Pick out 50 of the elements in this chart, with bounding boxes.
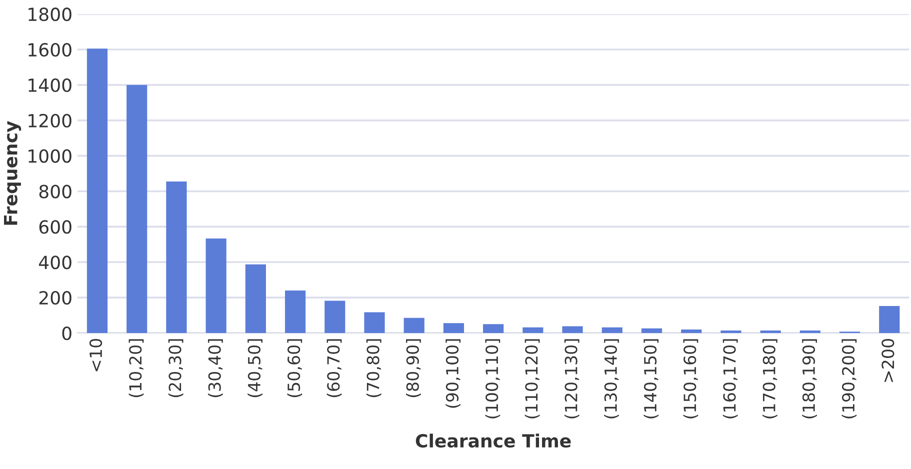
bar [245, 264, 266, 333]
x-tick-label: (90,100] [446, 339, 460, 408]
y-tick-label: 600 [39, 220, 72, 234]
bar [879, 306, 900, 333]
y-tick-label: 400 [38, 256, 72, 270]
x-tick-label: (70,80] [366, 339, 382, 398]
x-tick-label: (40,50] [248, 339, 262, 398]
x-tick-label: (130,140] [604, 339, 619, 418]
x-tick-label: (60,70] [326, 339, 342, 398]
x-tick-label: (170,180] [762, 339, 778, 418]
bar [641, 328, 662, 333]
x-tick-label: (10,20] [128, 339, 144, 398]
x-tick-label: (180,190] [802, 339, 817, 418]
y-tick-label: 1400 [28, 78, 72, 92]
x-tick-label: (160,170] [722, 339, 738, 418]
x-tick-label: (50,60] [287, 339, 302, 398]
bar [404, 318, 424, 333]
bar [443, 323, 464, 333]
x-tick-label: (140,150] [644, 339, 659, 418]
bar [483, 324, 504, 333]
bar [602, 327, 622, 333]
bar [126, 84, 148, 333]
x-tick-label: (80,90] [406, 339, 421, 398]
x-tick-label: (20,30] [168, 339, 184, 398]
x-tick-label: (150,160] [683, 339, 698, 418]
bar [206, 238, 226, 333]
x-tick-label: (120,130] [564, 339, 580, 418]
y-tick-label: 1600 [28, 42, 72, 57]
x-tick-label: <10 [89, 338, 102, 372]
y-tick-label: 1000 [28, 149, 72, 163]
y-tick-label: 800 [39, 184, 72, 198]
x-tick-label: (100,110] [485, 339, 500, 418]
y-tick-label: 1800 [28, 8, 72, 22]
x-axis-title: Clearance Time [416, 434, 571, 448]
x-tick-label: (110,120] [524, 339, 540, 418]
y-tick-label: 0 [62, 326, 72, 340]
y-tick-label: 200 [39, 291, 72, 305]
bar [166, 182, 187, 333]
bar [562, 326, 583, 333]
y-axis-title: Frequency [4, 121, 22, 225]
x-tick-label: >200 [882, 338, 894, 382]
y-tick-label: 1200 [28, 114, 72, 128]
bar [284, 290, 306, 333]
x-tick-label: (30,40] [208, 339, 223, 398]
bar [681, 329, 702, 333]
bar [86, 48, 108, 333]
bar [324, 300, 346, 333]
bar [364, 312, 385, 333]
bar [522, 327, 544, 333]
x-tick-label: (190,200] [842, 339, 857, 418]
